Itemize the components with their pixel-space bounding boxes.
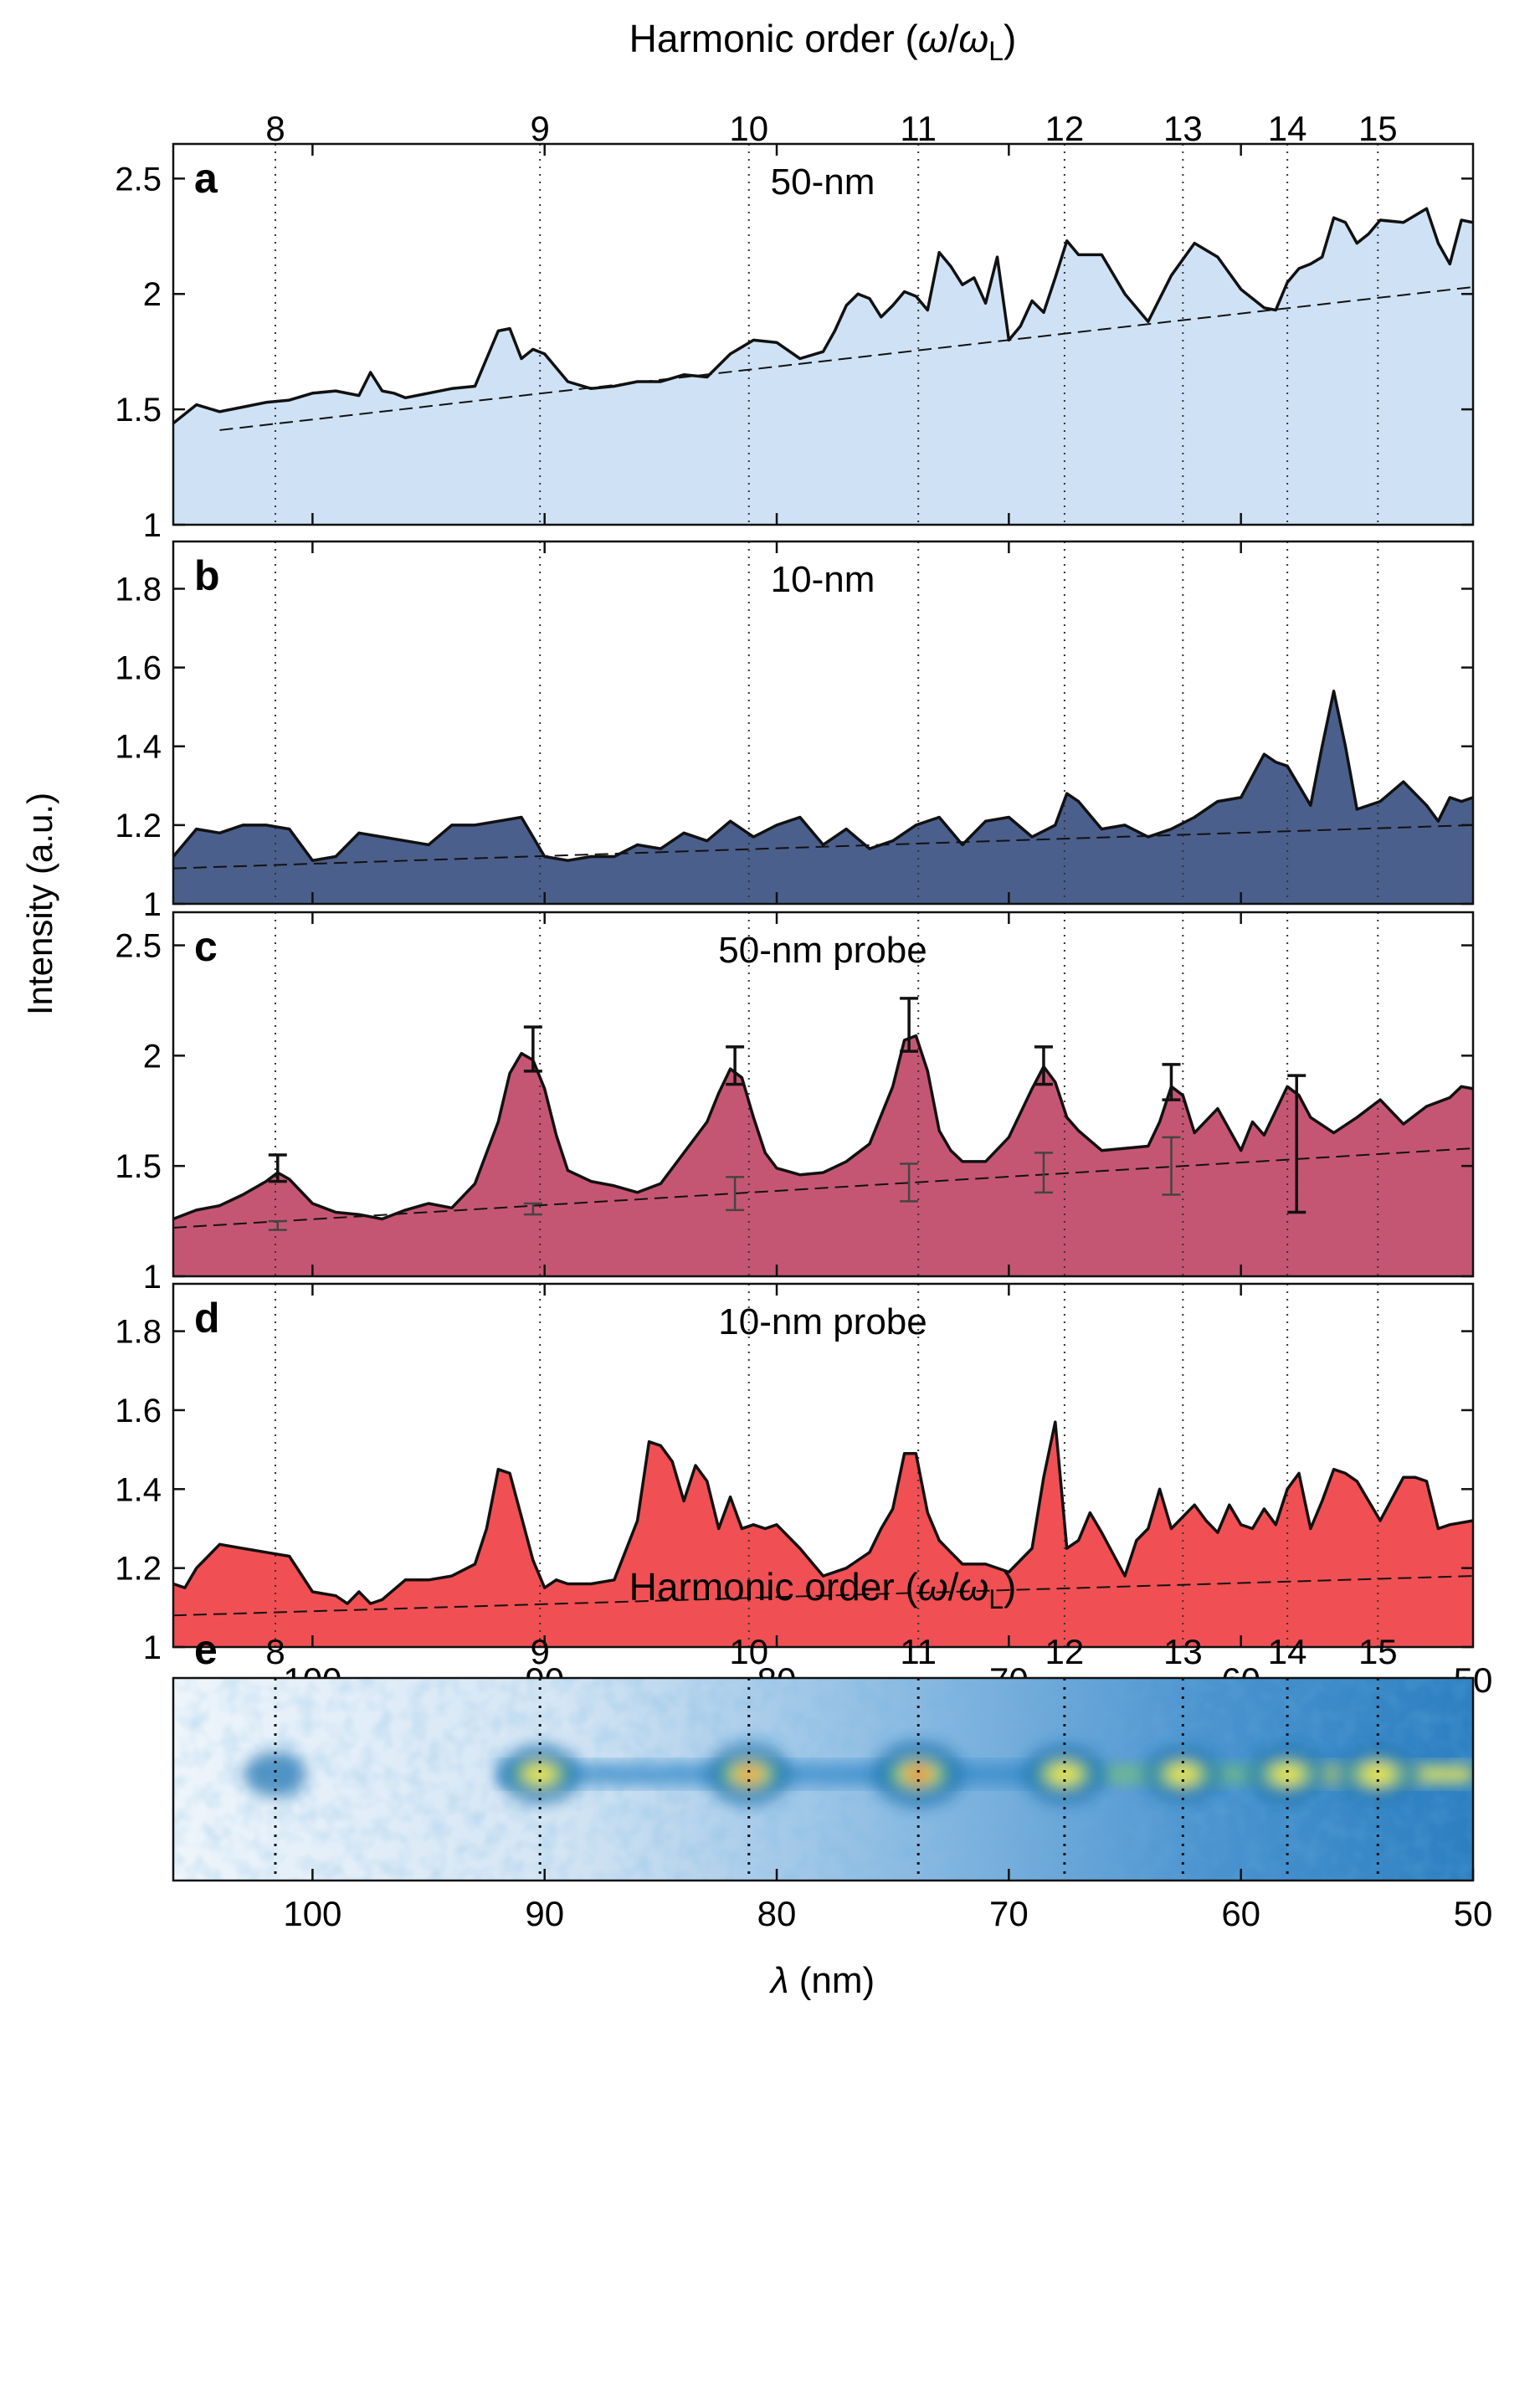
panel-e-harmonic-label-8: 8 [265,1632,285,1671]
panel-c-spectrum-line [172,1034,1474,1221]
panel-a-ytick-label-0: 1 [143,507,162,544]
panel-a-letter: a [194,155,218,202]
panel-b-title: 10-nm [771,559,875,600]
harmonic-label-top-8: 8 [265,109,285,148]
panel-c-letter: c [194,923,218,970]
panel-b-spectrum-line [172,690,1474,862]
panel-e-xtick-label-90: 90 [525,1894,564,1933]
panel-a-ytick-label-3: 2.5 [115,161,162,198]
panel-d-spectrum-line [172,1420,1474,1605]
panel-e-spot-inner-14 [1270,1764,1305,1784]
panel-d-area-fill [173,1422,1473,1647]
panel-d-ytick-label-2: 1.4 [115,1471,162,1508]
panel-d-title: 10-nm probe [718,1301,927,1342]
panel-c-frame [172,911,1475,1278]
panel-a-spectrum-line [172,207,1474,425]
harmonic-label-top-10: 10 [729,109,768,148]
panel-c-ytick-label-3: 2.5 [115,928,162,965]
panel-d-ytick-label-4: 1.8 [115,1314,162,1351]
panel-e-harmonic-label-14: 14 [1268,1632,1307,1671]
panel-e-harmonic-spots [244,1741,1420,1808]
panel-e-spot-max-11 [911,1769,926,1779]
panel-e-spot-inner-9 [523,1764,557,1784]
panel-a-ytick-label-1: 1.5 [115,392,162,428]
panel-d-frame [172,1282,1475,1649]
panel-b-frame [172,540,1475,906]
panels-a-to-d: 1 1.5 2 2.5 a 50-nm 1 1.2 1.4 1.6 1.8 b 10-nm 1 1.5 2 2.… [115,142,1492,1700]
harmonic-label-top-9: 9 [530,109,549,148]
panel-c-ytick-label-2: 2 [143,1038,162,1075]
panel-c-area-fill [173,1035,1473,1276]
panel-e-xtick-label-50: 50 [1454,1894,1493,1933]
panel-e-spot-outer-8 [244,1751,307,1798]
panel-c-title: 50-nm probe [718,930,927,971]
harmonic-label-top-13: 13 [1163,109,1203,148]
panel-b-ytick-label-3: 1.6 [115,650,162,687]
panel-e-harmonic-label-9: 9 [530,1632,549,1671]
panel-e-x-axis-label: λ (nm) [769,1960,875,2001]
harmonic-label-top-15: 15 [1358,109,1398,148]
panel-e-spot-inner-15 [1360,1764,1395,1784]
panel-d-trend-line [172,1575,1474,1617]
panel-a-frame [172,142,1475,526]
panel-d-letter: d [194,1295,220,1342]
panel-d-ytick-label-1: 1.2 [115,1551,162,1588]
panel-e-axis-title-part-3: ω [958,1565,988,1609]
harmonic-label-top-14: 14 [1268,109,1307,148]
top-axis-title: Harmonic order (ω/ωL) [629,17,1017,66]
panel-e-xtick-label-100: 100 [283,1894,341,1933]
panel-e-spot-core-10 [737,1768,760,1781]
panel-e-harmonic-label-13: 13 [1163,1632,1203,1671]
panel-d-ytick-label-3: 1.6 [115,1393,162,1429]
panel-e-x-axis-unit: (nm) [789,1960,875,2001]
panel-b-area-fill [173,690,1473,904]
panel-e-axis-title-part-2: / [948,1565,959,1609]
panel-e-axis-title-part-0: Harmonic order ( [629,1565,919,1609]
panel-b-trend-line [172,824,1474,870]
panel-a-area-fill [173,208,1473,525]
harmonic-label-top-11: 11 [900,109,937,148]
panel-e-harmonic-label-11: 11 [900,1632,937,1671]
panel-b-ytick-label-2: 1.4 [115,729,162,766]
panel-e-axis-title-part-5: ) [1004,1565,1016,1609]
panel-e-xtick-label-60: 60 [1221,1894,1260,1933]
panel-c: 1 1.5 2 2.5 c 50-nm probe [115,911,1475,1296]
panel-a: 1 1.5 2 2.5 a 50-nm [115,142,1475,544]
panel-e-frame [172,1676,1475,1882]
top-harmonic-tick-labels: 8 9 10 11 12 13 14 15 [265,109,1397,148]
panel-e-letter: e [194,1626,218,1673]
panel-b: 1 1.2 1.4 1.6 1.8 b 10-nm [115,540,1475,923]
panel-d-ytick-label-0: 1 [143,1629,162,1666]
panel-b-ytick-label-4: 1.8 [115,571,162,608]
panel-b-ytick-label-1: 1.2 [115,808,162,844]
panel-c-ytick-label-0: 1 [143,1259,162,1296]
panel-a-ytick-label-2: 2 [143,276,162,313]
panel-a-title: 50-nm [771,162,875,203]
panel-e-harmonic-label-12: 12 [1045,1632,1085,1671]
panel-e-top-axis-title: Harmonic order (ω/ωL) [629,1565,1017,1614]
panel-e-axis-title-part-1: ω [918,1565,948,1609]
panel-e-heatmap-image [173,1678,1473,1881]
panel-b-ytick-label-0: 1 [143,886,162,923]
panel-e-harmonic-label-15: 15 [1358,1632,1398,1671]
panel-e-x-axis-lambda: λ [769,1960,789,2001]
panel-c-ytick-label-1: 1.5 [115,1148,162,1185]
panel-b-letter: b [194,552,220,599]
panel-e-axis-title-part-4: L [988,1584,1004,1614]
panel-a-trend-line [219,285,1474,431]
panel-e-spot-inner-12 [1047,1764,1082,1784]
panel-e-xtick-label-80: 80 [757,1894,797,1933]
panel-e-harmonic-label-10: 10 [729,1632,768,1671]
panel-e-spot-inner-13 [1166,1764,1199,1784]
panel-e-xtick-label-70: 70 [989,1894,1029,1933]
y-axis-label: Intensity (a.u.) [20,793,59,1015]
panel-c-trend-line [172,1147,1474,1229]
harmonic-label-top-12: 12 [1045,109,1085,148]
